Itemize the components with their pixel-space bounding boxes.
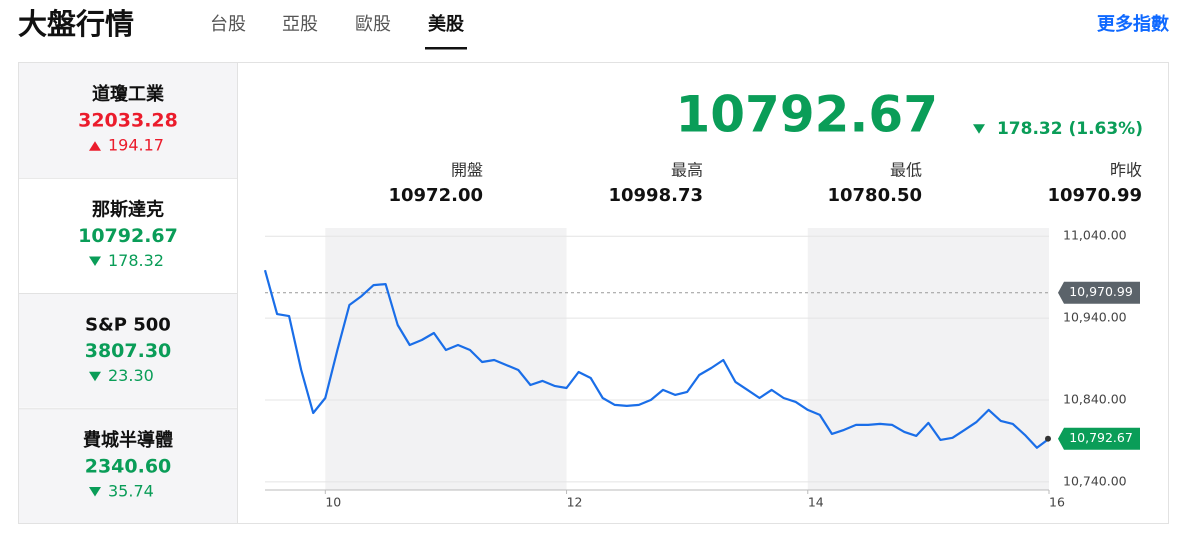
index-value: 2340.60 — [85, 455, 172, 477]
y-tick-label: 11,040.00 — [1063, 228, 1127, 243]
market-tab[interactable]: 歐股 — [355, 14, 391, 35]
index-value: 10792.67 — [78, 225, 178, 247]
stat-value: 10972.00 — [388, 185, 483, 206]
price-line — [263, 269, 1050, 449]
stat-label: 昨收 — [1110, 161, 1142, 180]
change-arrow — [89, 256, 101, 267]
market-tab[interactable]: 亞股 — [282, 14, 318, 35]
index-change: 23.30 — [108, 366, 154, 385]
index-value: 32033.28 — [78, 110, 178, 132]
more-indices-link[interactable]: 更多指數 — [1097, 13, 1169, 35]
x-tick-label: 12 — [567, 495, 583, 510]
market-tab[interactable]: 美股 — [428, 13, 465, 35]
stat-value: 10998.73 — [608, 185, 703, 206]
reference-label: 10,970.99 — [1069, 284, 1133, 299]
reference-box — [1058, 281, 1140, 304]
stat-label: 最低 — [890, 161, 922, 180]
index-change: 35.74 — [108, 481, 154, 500]
stat-value: 10970.99 — [1047, 185, 1142, 206]
quote-change: 178.32 (1.63%) — [997, 119, 1143, 139]
last-point — [1045, 435, 1051, 442]
x-tick-label: 14 — [808, 495, 824, 510]
stat-value: 10780.50 — [827, 185, 922, 206]
y-tick-label: 10,840.00 — [1063, 391, 1127, 406]
session-band — [807, 228, 1049, 490]
quote-arrow — [973, 124, 985, 134]
x-tick-label: 10 — [325, 495, 341, 510]
stat-label: 開盤 — [451, 161, 483, 180]
tab-underline — [425, 47, 467, 50]
last-price-box — [1058, 427, 1140, 450]
index-name: S&P 500 — [85, 315, 171, 336]
index-value: 3807.30 — [85, 340, 172, 362]
index-name: 那斯達克 — [92, 198, 164, 220]
index-item[interactable] — [19, 293, 237, 408]
session-band — [325, 228, 567, 490]
change-arrow — [89, 141, 101, 151]
quote-price: 10792.67 — [675, 86, 938, 144]
page-title: 大盤行情 — [18, 7, 134, 41]
index-item[interactable] — [19, 178, 237, 293]
index-name: 道瓊工業 — [92, 83, 165, 105]
index-name: 費城半導體 — [83, 429, 173, 451]
index-change: 178.32 — [108, 251, 164, 270]
change-arrow — [89, 486, 101, 497]
y-tick-label: 10,740.00 — [1063, 473, 1127, 488]
y-tick-label: 10,940.00 — [1063, 310, 1127, 325]
market-tab[interactable]: 台股 — [210, 14, 246, 35]
x-tick-label: 16 — [1049, 495, 1065, 510]
index-item[interactable] — [19, 63, 237, 178]
change-arrow — [89, 371, 101, 382]
last-price-label: 10,792.67 — [1069, 430, 1133, 445]
index-item[interactable] — [19, 408, 237, 523]
index-change: 194.17 — [108, 136, 164, 155]
stat-label: 最高 — [671, 161, 703, 180]
